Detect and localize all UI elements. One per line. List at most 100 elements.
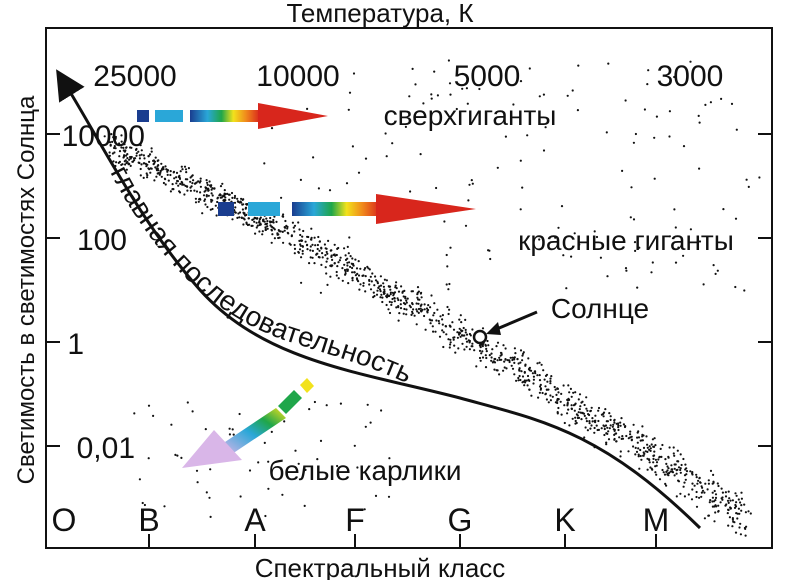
star-dot: [313, 236, 316, 239]
star-dot: [417, 302, 420, 305]
star-dot: [401, 291, 404, 294]
star-dot: [344, 258, 348, 261]
star-dot: [617, 426, 620, 429]
star-dot: [301, 245, 304, 248]
star-dot: [743, 289, 746, 292]
star-dot: [408, 304, 411, 307]
star-dot: [677, 460, 680, 463]
star-dot: [640, 458, 643, 461]
star-dot: [448, 324, 451, 327]
star-dot: [211, 194, 214, 197]
star-dot: [698, 240, 702, 243]
star-dot: [170, 423, 173, 426]
star-dot: [178, 190, 181, 193]
star-dot: [433, 70, 436, 73]
star-dot: [142, 154, 145, 157]
star-dot: [738, 526, 741, 529]
star-dot: [184, 178, 187, 181]
star-dot: [549, 380, 552, 383]
star-dot: [139, 174, 142, 177]
star-dot: [712, 473, 715, 476]
star-dot: [619, 424, 622, 427]
star-dot: [405, 301, 408, 304]
star-dot: [442, 331, 445, 334]
star-dot: [560, 413, 563, 416]
star-dot: [714, 496, 718, 499]
star-dot: [374, 279, 378, 282]
star-dot: [120, 146, 123, 149]
star-dot: [659, 447, 662, 450]
star-dot: [513, 361, 516, 364]
star-dot: [568, 391, 571, 394]
star-dot: [397, 290, 401, 293]
star-dot: [383, 288, 386, 291]
star-dot: [415, 323, 418, 326]
star-dot: [147, 457, 150, 460]
star-dot: [749, 512, 752, 515]
star-dot: [711, 482, 714, 485]
star-dot: [726, 499, 730, 502]
star-dot: [180, 165, 183, 168]
star-dot: [646, 83, 649, 86]
star-dot: [695, 473, 698, 476]
star-dot: [429, 306, 432, 309]
star-dot: [713, 489, 716, 493]
star-dot: [189, 189, 192, 192]
star-dot: [186, 189, 189, 192]
star-dot: [630, 439, 633, 442]
star-dot: [452, 328, 456, 331]
star-dot: [675, 495, 678, 498]
star-dot: [255, 221, 258, 224]
star-dot: [293, 252, 296, 255]
star-dot: [385, 155, 388, 158]
star-dot: [297, 462, 300, 465]
star-dot: [509, 356, 512, 359]
star-dot: [204, 428, 207, 431]
star-dot: [283, 229, 286, 232]
star-dot: [462, 326, 465, 330]
star-dot: [399, 303, 402, 306]
star-dot: [417, 311, 420, 314]
star-dot: [614, 432, 617, 435]
star-dot: [481, 327, 485, 330]
star-dot: [196, 481, 199, 484]
star-dot: [624, 267, 628, 270]
star-dot: [127, 163, 130, 166]
star-dot: [316, 247, 319, 251]
star-dot: [758, 176, 761, 179]
star-dot: [438, 335, 442, 338]
star-dot: [590, 406, 593, 409]
star-dot: [412, 308, 415, 311]
star-dot: [711, 496, 715, 499]
star-dot: [464, 318, 467, 321]
star-dot: [743, 526, 747, 530]
star-dot: [526, 134, 529, 137]
star-dot: [447, 312, 450, 316]
star-dot: [629, 216, 632, 219]
star-dot: [563, 421, 566, 425]
star-dot: [209, 515, 212, 519]
star-dot: [591, 417, 594, 420]
star-dot: [574, 391, 577, 394]
star-dot: [138, 157, 141, 160]
star-dot: [289, 243, 292, 246]
star-dot: [655, 461, 659, 464]
star-dot: [481, 345, 484, 348]
star-dot: [325, 260, 328, 263]
star-dot: [545, 398, 549, 401]
star-dot: [169, 170, 172, 173]
star-dot: [282, 215, 285, 218]
star-dot: [157, 164, 160, 167]
star-dot: [578, 393, 582, 396]
spectral-class-label: M: [643, 502, 670, 538]
star-dot: [267, 460, 270, 463]
star-dot: [167, 179, 170, 182]
star-dot: [179, 170, 182, 173]
star-dot: [238, 211, 242, 214]
star-dot: [374, 494, 378, 497]
star-dot: [145, 165, 148, 168]
star-dot: [406, 297, 409, 300]
star-dot: [639, 448, 642, 452]
star-dot: [733, 521, 736, 524]
spectral-class-label: G: [448, 502, 473, 538]
